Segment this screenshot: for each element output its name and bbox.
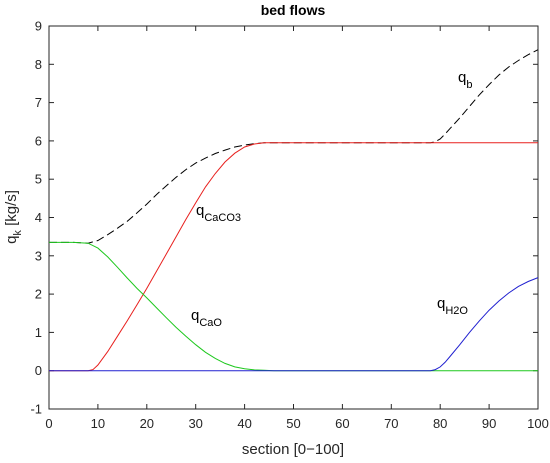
annotation-qh2o: qH2O [437,295,468,317]
x-tick-label: 60 [335,416,349,431]
x-tick-label: 10 [91,416,105,431]
x-axis-ticks: 0 10 20 30 40 50 60 70 80 90 100 [45,26,549,431]
y-tick-label: 8 [35,57,42,72]
qcaco3-series-line [49,142,538,372]
x-tick-label: 90 [482,416,496,431]
y-axis-label-sub: k [12,230,24,236]
y-tick-label: 7 [35,95,42,110]
y-tick-label: 5 [35,172,42,187]
annotation-qcaco3-main: q [196,202,204,219]
annotation-qcao-main: q [191,307,199,324]
annotation-qcaco3: qCaCO3 [196,202,241,224]
y-axis-label-main: q [3,236,20,244]
x-tick-label: 20 [140,416,154,431]
chart-title: bed flows [261,2,326,18]
y-tick-label: 1 [35,325,42,340]
y-axis-ticks: -1 0 1 2 3 4 5 6 7 8 9 [30,19,538,417]
qh2o-series-line [49,277,539,372]
y-tick-label: 6 [35,133,42,148]
y-tick-label: 2 [35,287,42,302]
plot-area [48,25,539,410]
annotation-qb-main: q [458,69,466,86]
x-tick-label: 40 [237,416,251,431]
y-tick-label: 3 [35,248,42,263]
x-tick-label: 50 [286,416,300,431]
annotation-qcao: qCaO [191,307,222,329]
x-tick-label: 80 [433,416,447,431]
y-tick-label: 0 [35,363,42,378]
annotation-qh2o-main: q [437,295,445,312]
y-axis-label: qk [kg/s] [3,190,24,244]
x-tick-label: 0 [45,416,52,431]
annotation-qcao-sub: CaO [199,317,222,329]
x-tick-label: 30 [188,416,202,431]
series-layer [49,49,539,372]
annotation-qcaco3-sub: CaCO3 [204,212,241,224]
annotation-qb-sub: b [466,79,472,91]
annotation-qh2o-sub: H2O [445,305,468,317]
y-tick-label: 4 [35,210,42,225]
annotation-qb: qb [458,69,472,91]
y-axis-label-rest: [kg/s] [3,190,20,230]
x-axis-label: section [0−100] [242,441,344,458]
x-tick-label: 70 [384,416,398,431]
y-tick-label: 9 [35,19,42,34]
y-tick-label: -1 [30,402,42,417]
x-tick-label: 100 [527,416,549,431]
